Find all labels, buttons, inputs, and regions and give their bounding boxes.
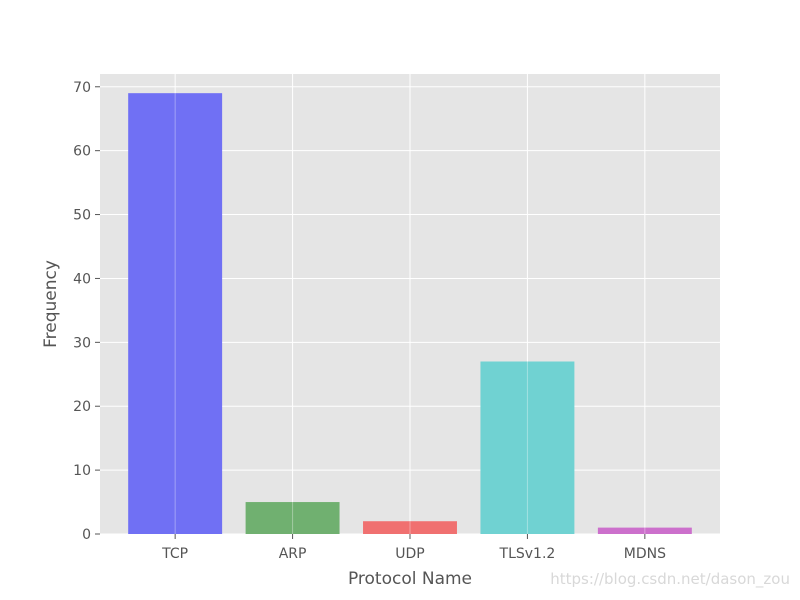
x-tick-label: TLSv1.2 [499,546,556,562]
x-tick-label: MDNS [624,546,666,562]
y-tick-label: 30 [73,335,91,351]
watermark: https://blog.csdn.net/dason_zou [550,570,790,589]
y-tick-label: 70 [73,80,91,96]
bar-tlsv12 [480,361,575,534]
x-axis: TCP ARP UDP TLSv1.2 MDNS [161,534,666,562]
bars [128,93,692,535]
y-tick-label: 50 [73,208,91,224]
y-tick-label: 10 [73,463,91,479]
x-tick-label: UDP [395,546,424,562]
y-axis: 0 10 20 30 40 50 60 70 [73,80,100,543]
y-tick-label: 60 [73,144,91,160]
bar-mdns [597,527,692,534]
y-tick-label: 0 [82,527,91,543]
x-tick-label: TCP [161,546,188,562]
y-tick-label: 20 [73,399,91,415]
bar-udp [363,521,457,534]
y-tick-label: 40 [73,271,91,287]
x-axis-label: Protocol Name [348,569,472,589]
y-axis-label: Frequency [41,260,61,348]
bar-arp [245,502,340,534]
bar-tcp [128,93,223,535]
x-tick-label: ARP [279,546,307,562]
